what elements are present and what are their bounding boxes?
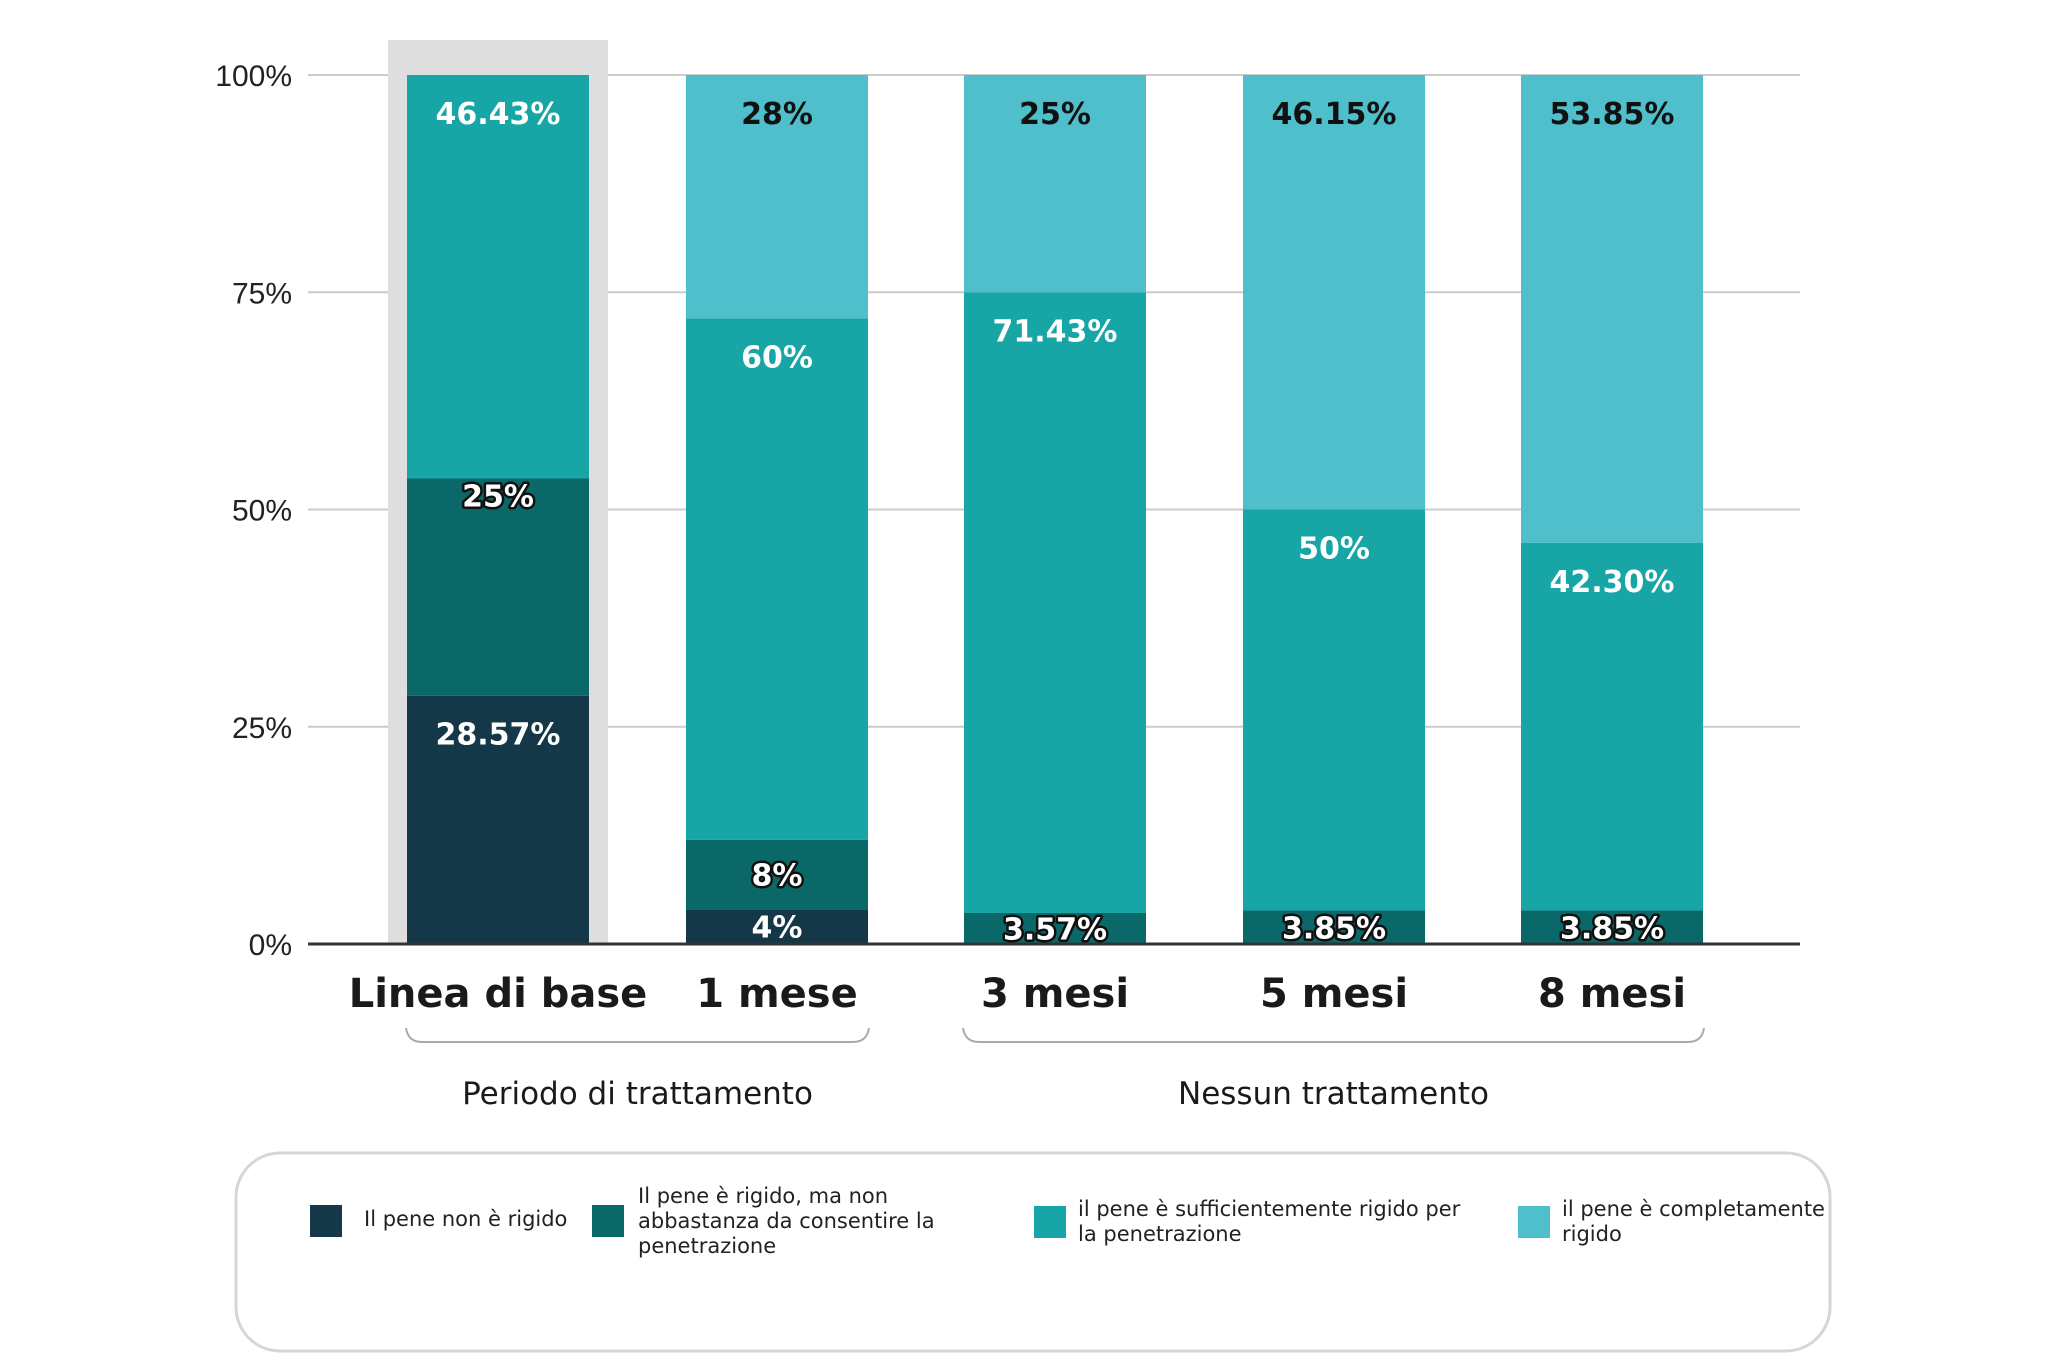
data-label: 28.57% xyxy=(436,718,561,753)
y-tick-label: 100% xyxy=(215,60,292,93)
data-label: 8% xyxy=(752,858,803,893)
y-tick-label: 0% xyxy=(249,929,292,962)
bar-segment xyxy=(1243,509,1425,911)
data-label: 46.43% xyxy=(436,97,561,132)
bar-segment xyxy=(686,909,868,944)
bar-segment xyxy=(686,75,868,319)
category-label: 3 mesi xyxy=(981,971,1129,1017)
data-label: 42.30% xyxy=(1550,565,1675,600)
legend-swatch xyxy=(310,1205,342,1237)
group-label: Nessun trattamento xyxy=(1178,1076,1489,1112)
data-label: 53.85% xyxy=(1550,97,1675,132)
legend-label: la penetrazione xyxy=(1078,1222,1242,1246)
bar-segment xyxy=(1521,542,1703,911)
legend-label: il pene è sufficientemente rigido per xyxy=(1078,1197,1461,1221)
category-label: 8 mesi xyxy=(1538,971,1686,1017)
data-label: 3.85% xyxy=(1282,911,1386,946)
legend-box xyxy=(234,1151,1832,1353)
legend-label: abbastanza da consentire la xyxy=(638,1209,935,1233)
data-label: 71.43% xyxy=(993,314,1118,349)
bar-segment xyxy=(1243,75,1425,510)
bar-segment xyxy=(407,75,589,479)
bar-segment xyxy=(964,292,1146,913)
group-bracket xyxy=(405,1027,870,1043)
legend-swatch xyxy=(592,1205,624,1237)
bar-segment xyxy=(407,478,589,696)
bar-segment xyxy=(686,839,868,910)
data-label: 50% xyxy=(1298,532,1370,567)
category-label: Linea di base xyxy=(349,971,648,1017)
legend-swatch xyxy=(1034,1206,1066,1238)
data-label: 46.15% xyxy=(1272,97,1397,132)
bar-segment xyxy=(407,695,589,944)
legend-label: penetrazione xyxy=(638,1234,776,1258)
bar-segment xyxy=(1243,910,1425,944)
bars: 28.57% 25% 46.43% 4% 8% 60% 28% 3.57% 71.43% 25% 3… xyxy=(388,40,1703,950)
bar-segment xyxy=(964,912,1146,944)
legend-label: il pene è completamente xyxy=(1562,1197,1825,1221)
legend: Il pene non è rigido Il pene è rigido, ma… xyxy=(310,1184,1825,1258)
group-label: Periodo di trattamento xyxy=(462,1076,813,1112)
data-label: 3.57% xyxy=(1003,912,1107,947)
category-labels: Linea di base 1 mese 3 mesi 5 mesi 8 mesi xyxy=(349,971,1686,1017)
y-tick-label: 75% xyxy=(232,277,292,310)
y-tick-label: 50% xyxy=(232,495,292,528)
legend-label: Il pene non è rigido xyxy=(364,1207,567,1231)
data-label: 28% xyxy=(741,97,813,132)
legend-label: rigido xyxy=(1562,1222,1622,1246)
bar-segment xyxy=(964,75,1146,293)
bar-segment xyxy=(1521,910,1703,944)
category-groups: Periodo di trattamento Nessun trattamento xyxy=(405,1027,1705,1112)
data-label: 25% xyxy=(462,479,534,514)
data-label: 4% xyxy=(752,911,803,946)
y-tick-label: 25% xyxy=(232,712,292,745)
category-label: 5 mesi xyxy=(1260,971,1408,1017)
data-label: 25% xyxy=(1019,97,1091,132)
y-axis-ticks: 0% 25% 50% 75% 100% xyxy=(215,60,292,962)
bar-segment xyxy=(1521,75,1703,543)
legend-swatch xyxy=(1518,1206,1550,1238)
data-label: 3.85% xyxy=(1560,911,1664,946)
group-bracket xyxy=(962,1027,1705,1043)
legend-label: Il pene è rigido, ma non xyxy=(638,1184,888,1208)
bar-segment xyxy=(686,318,868,840)
category-label: 1 mese xyxy=(696,971,858,1017)
data-label: 60% xyxy=(741,340,813,375)
